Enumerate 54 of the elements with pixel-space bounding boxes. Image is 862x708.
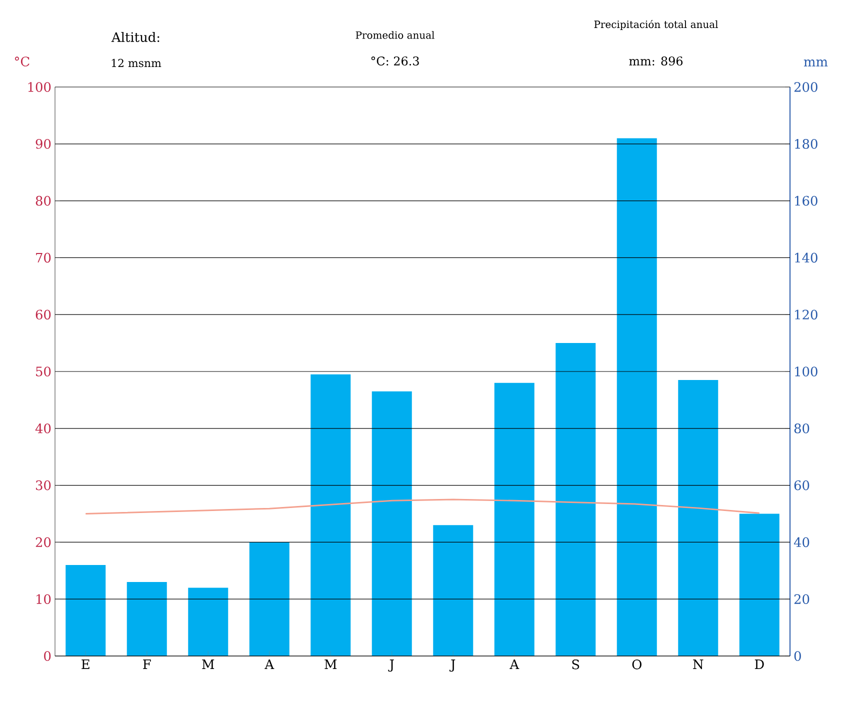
y2-tick-label: 100 (795, 366, 818, 376)
bar (433, 525, 474, 656)
y2-tick-label: 160 (795, 196, 818, 206)
x-tick-label: F (143, 660, 151, 669)
y2-tick-label: 40 (794, 537, 810, 548)
x-tick-label: M (202, 660, 214, 669)
y-tick-label: 80 (36, 196, 51, 206)
x-tick-label: E (82, 660, 90, 669)
bar (494, 382, 534, 656)
x-tick-label: M (324, 660, 337, 669)
text: mm: 896 (629, 56, 683, 66)
bar (66, 564, 106, 656)
y-tick-label: 0 (44, 651, 51, 661)
x-tick-label: J (449, 660, 456, 672)
y-tick-label: 40 (35, 424, 51, 434)
y-tick-label: 10 (36, 594, 51, 604)
bar (372, 391, 412, 656)
y-axis-title: °C (14, 56, 30, 66)
bar (556, 343, 596, 656)
text: 12 msnm (112, 58, 162, 68)
y-tick-label: 70 (36, 252, 51, 263)
x-tick-label: N (693, 660, 704, 670)
bar (249, 542, 290, 656)
y-tick-label: 20 (36, 537, 51, 548)
y2-tick-label: 80 (794, 424, 810, 434)
x-tick-label: S (572, 660, 580, 670)
bar (126, 582, 167, 656)
x-tick-label: A (264, 660, 274, 669)
y-tick-label: 100 (28, 82, 51, 92)
text: Promedio anual (356, 31, 434, 39)
y2-tick-label: 120 (795, 310, 818, 320)
y2-tick-label: 200 (794, 82, 818, 92)
y-tick-label: 90 (36, 139, 51, 149)
bar (678, 380, 718, 656)
y2-tick-label: 20 (794, 594, 810, 604)
y-tick-label: 50 (36, 366, 51, 376)
y2-tick-label: 0 (794, 651, 801, 661)
y-tick-label: 60 (36, 310, 51, 320)
y2-tick-label: 60 (794, 480, 810, 490)
bar (616, 138, 657, 656)
bar (739, 514, 780, 656)
text: °C: 26.3 (371, 56, 419, 66)
x-tick-label: O (632, 660, 642, 670)
x-tick-label: A (510, 660, 520, 669)
x-tick-label: J (388, 660, 394, 672)
bar (188, 588, 228, 656)
bar (310, 374, 351, 656)
y2-tick-label: 180 (795, 139, 818, 149)
text: Precipitación total anual (594, 20, 718, 30)
x-tick-label: D (754, 660, 764, 669)
y2-axis-title: mm (804, 60, 828, 66)
text: Altitud: (111, 32, 160, 42)
y-tick-label: 30 (36, 480, 51, 490)
y2-tick-label: 140 (795, 252, 818, 263)
